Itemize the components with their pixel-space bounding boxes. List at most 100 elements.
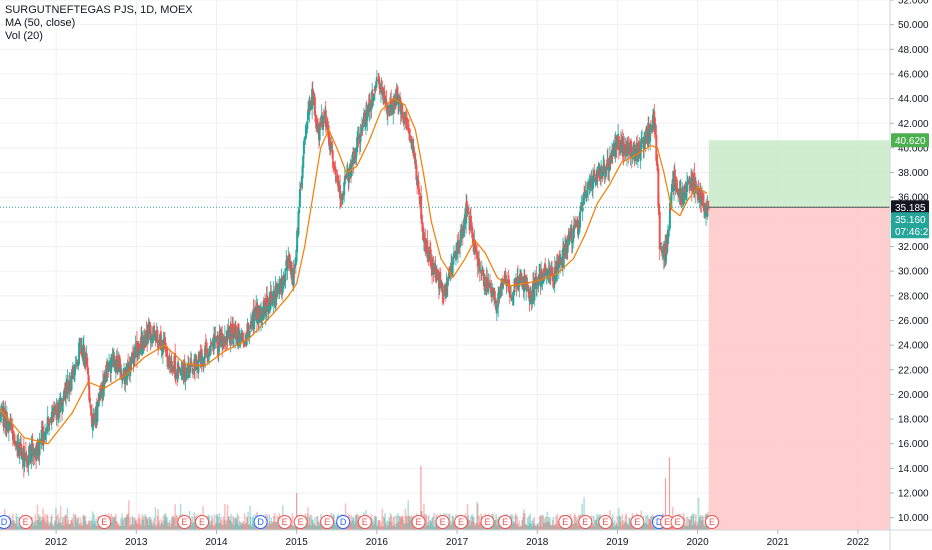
time-axis-label: 2017 bbox=[446, 537, 469, 548]
volume-bar bbox=[242, 520, 245, 530]
candle-body bbox=[566, 237, 569, 253]
candle-body bbox=[486, 277, 489, 292]
candle-body bbox=[33, 451, 36, 453]
candle-body bbox=[604, 167, 607, 177]
volume-bar bbox=[76, 521, 78, 530]
candle-body bbox=[176, 362, 179, 380]
volume-bar bbox=[75, 518, 78, 530]
volume-bar bbox=[549, 517, 551, 530]
price-axis-label: 28.000 bbox=[898, 291, 929, 302]
volume-bar bbox=[36, 504, 39, 530]
candle-body bbox=[579, 206, 582, 212]
earnings-marker: E bbox=[498, 515, 513, 529]
volume-bar bbox=[553, 525, 556, 530]
volume-bar bbox=[408, 515, 411, 530]
volume-bar bbox=[593, 525, 596, 530]
volume-bar bbox=[515, 524, 518, 530]
volume-bar bbox=[226, 520, 228, 530]
volume-bar bbox=[233, 525, 236, 530]
volume-bar bbox=[697, 524, 699, 530]
candle-body bbox=[22, 445, 25, 467]
volume-bar bbox=[319, 520, 322, 530]
volume-bar bbox=[249, 505, 251, 530]
candle-body bbox=[161, 348, 164, 354]
volume-bar bbox=[89, 526, 92, 530]
candle-body bbox=[20, 443, 23, 457]
marker-circle bbox=[670, 515, 685, 529]
candle-body bbox=[190, 361, 193, 365]
candle-body bbox=[202, 357, 205, 364]
candle-body bbox=[356, 137, 359, 153]
candle-body bbox=[369, 104, 372, 110]
candle-body bbox=[195, 355, 198, 368]
candle-body bbox=[616, 142, 619, 148]
candle-body bbox=[363, 112, 366, 126]
volume-bar bbox=[386, 520, 388, 530]
volume-bar bbox=[695, 525, 698, 530]
candle-body bbox=[427, 252, 430, 254]
volume-bar bbox=[55, 515, 58, 530]
volume-bar bbox=[335, 521, 338, 530]
candle-body bbox=[232, 323, 235, 339]
candle-body bbox=[482, 273, 485, 287]
volume-bar bbox=[263, 525, 266, 530]
candle-body bbox=[610, 160, 613, 163]
candle-body bbox=[272, 291, 275, 304]
candle-body bbox=[40, 429, 43, 445]
candle-body bbox=[79, 339, 82, 342]
volume-bar bbox=[313, 524, 315, 530]
marker-label: E bbox=[484, 517, 490, 527]
candle-body bbox=[424, 238, 427, 252]
candle-body bbox=[350, 164, 353, 177]
volume-bar bbox=[450, 520, 452, 530]
candle-body bbox=[465, 202, 468, 224]
volume-bar bbox=[500, 526, 503, 530]
volume-bar bbox=[157, 509, 159, 530]
candle-body bbox=[129, 357, 132, 371]
candle-body bbox=[369, 99, 372, 103]
candle-body bbox=[334, 166, 337, 175]
volume-bar bbox=[76, 518, 79, 530]
volume-bar bbox=[269, 524, 272, 530]
candle-body bbox=[197, 359, 200, 370]
candle-body bbox=[390, 100, 393, 105]
volume-bar bbox=[167, 525, 170, 530]
candle-body bbox=[394, 98, 397, 107]
volume-bar bbox=[228, 519, 231, 530]
volume-bar bbox=[72, 513, 75, 530]
volume-bar bbox=[250, 526, 253, 530]
volume-bar bbox=[615, 524, 617, 530]
time-axis-label: 2015 bbox=[286, 537, 309, 548]
price-axis-label: 16.000 bbox=[898, 439, 929, 450]
volume-bar bbox=[384, 513, 386, 530]
volume-bar bbox=[68, 523, 71, 530]
volume-bar bbox=[119, 526, 121, 530]
volume-bar bbox=[630, 524, 632, 530]
volume-bar bbox=[228, 516, 230, 530]
candle-body bbox=[90, 408, 93, 416]
volume-bar bbox=[558, 526, 560, 530]
candle-body bbox=[420, 221, 423, 224]
volume-bar bbox=[216, 513, 219, 530]
candle-body bbox=[465, 200, 468, 214]
volume-bar bbox=[194, 516, 196, 530]
candle-body bbox=[272, 292, 275, 294]
volume-bar bbox=[12, 520, 15, 530]
volume-bar bbox=[149, 517, 151, 530]
candle-body bbox=[191, 364, 194, 367]
marker-circle bbox=[195, 515, 210, 529]
volume-bar bbox=[557, 520, 559, 530]
candle-body bbox=[32, 451, 35, 456]
volume-bar bbox=[93, 521, 96, 530]
target-price-badge: 40.620 bbox=[891, 133, 929, 148]
volume-bar bbox=[137, 518, 140, 530]
volume-bar bbox=[703, 526, 706, 530]
marker-label: E bbox=[362, 517, 368, 527]
volume-bar bbox=[538, 516, 541, 530]
volume-bar bbox=[426, 525, 429, 530]
candle-body bbox=[551, 268, 554, 277]
candle-body bbox=[351, 154, 354, 166]
candle-body bbox=[384, 95, 387, 103]
candle-body bbox=[386, 105, 389, 114]
